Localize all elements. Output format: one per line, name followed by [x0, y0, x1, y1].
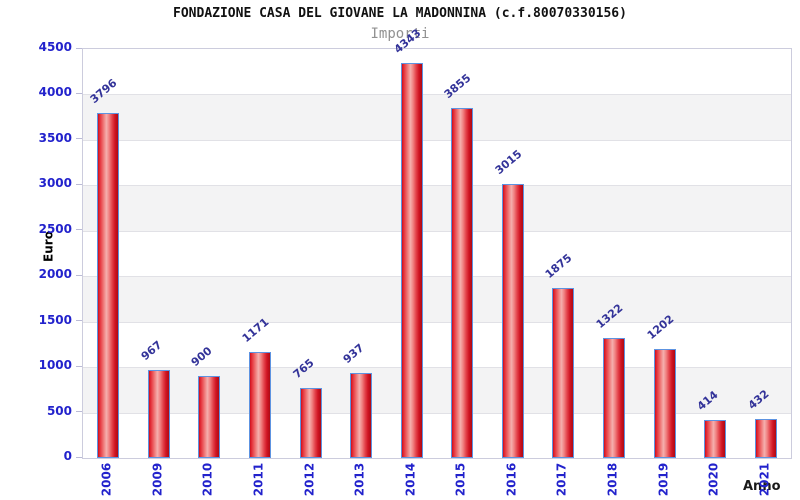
plot-band: [83, 276, 791, 322]
x-tick-label: 2016: [504, 462, 519, 497]
y-tick-label: 2500: [38, 221, 72, 236]
plot-band: [83, 230, 791, 277]
bar-2017: [552, 287, 575, 458]
y-tick-label: 3000: [38, 176, 72, 191]
plot-band: [83, 185, 791, 231]
y-tick-label: 500: [46, 403, 72, 418]
y-tick-label: 3500: [38, 130, 72, 145]
plot-band: [83, 139, 791, 186]
bar-2011: [249, 351, 271, 458]
x-tick-label: 2020: [706, 462, 721, 497]
x-tick-label: 2019: [656, 462, 671, 497]
y-tick-mark: [76, 92, 82, 94]
bar-2015: [451, 107, 474, 458]
chart-title: FONDAZIONE CASA DEL GIOVANE LA MADONNINA…: [173, 6, 627, 21]
gridline: [83, 321, 791, 323]
gridline: [83, 276, 791, 278]
x-axis-title: Anno: [743, 479, 781, 494]
y-tick-mark: [76, 411, 82, 413]
bar-2013: [350, 372, 373, 458]
x-tick-label: 2015: [453, 462, 468, 497]
y-tick-mark: [76, 274, 82, 276]
bar-2019: [653, 348, 676, 458]
x-tick-label: 2021: [757, 462, 772, 497]
x-tick-label: 2018: [605, 462, 620, 497]
y-tick-mark: [76, 138, 82, 140]
y-tick-label: 2000: [38, 267, 72, 282]
plot-band: [83, 412, 791, 458]
x-tick-label: 2009: [150, 462, 165, 497]
bar-2020: [704, 420, 727, 458]
x-tick-label: 2017: [554, 462, 569, 497]
x-tick-label: 2013: [352, 462, 367, 497]
y-tick-label: 4500: [38, 40, 72, 54]
gridline: [83, 367, 791, 369]
bar-2016: [501, 183, 524, 458]
y-tick-label: 1000: [38, 358, 72, 373]
gridline: [83, 230, 791, 232]
y-tick-mark: [76, 456, 82, 458]
y-tick-mark: [76, 183, 82, 185]
x-tick-label: 2010: [200, 462, 215, 497]
y-tick-mark: [76, 229, 82, 231]
y-tick-label: 1500: [38, 312, 72, 327]
bar-2021: [754, 418, 777, 458]
chart-subtitle: Importi: [370, 26, 430, 42]
x-tick-label: 2012: [302, 462, 317, 497]
bar-2018: [603, 337, 625, 458]
plot-band: [83, 49, 791, 95]
gridline: [83, 412, 791, 414]
gridline: [83, 139, 791, 141]
plot-band: [83, 94, 791, 140]
bar-2014: [400, 63, 423, 458]
x-tick-label: 2014: [403, 462, 418, 497]
x-tick-label: 2006: [99, 462, 114, 497]
plot-area: [82, 48, 792, 459]
y-tick-label: 0: [63, 449, 72, 463]
y-tick-mark: [76, 47, 82, 49]
gridline: [83, 185, 791, 187]
y-tick-mark: [76, 365, 82, 367]
bar-2010: [198, 376, 221, 458]
gridline: [83, 94, 791, 96]
bar-2006: [97, 112, 120, 458]
bar-2012: [299, 388, 322, 458]
bar-2009: [147, 370, 170, 458]
x-tick-label: 2011: [251, 462, 266, 497]
y-tick-label: 4000: [38, 85, 72, 100]
y-tick-mark: [76, 320, 82, 322]
plot-band: [83, 367, 791, 413]
